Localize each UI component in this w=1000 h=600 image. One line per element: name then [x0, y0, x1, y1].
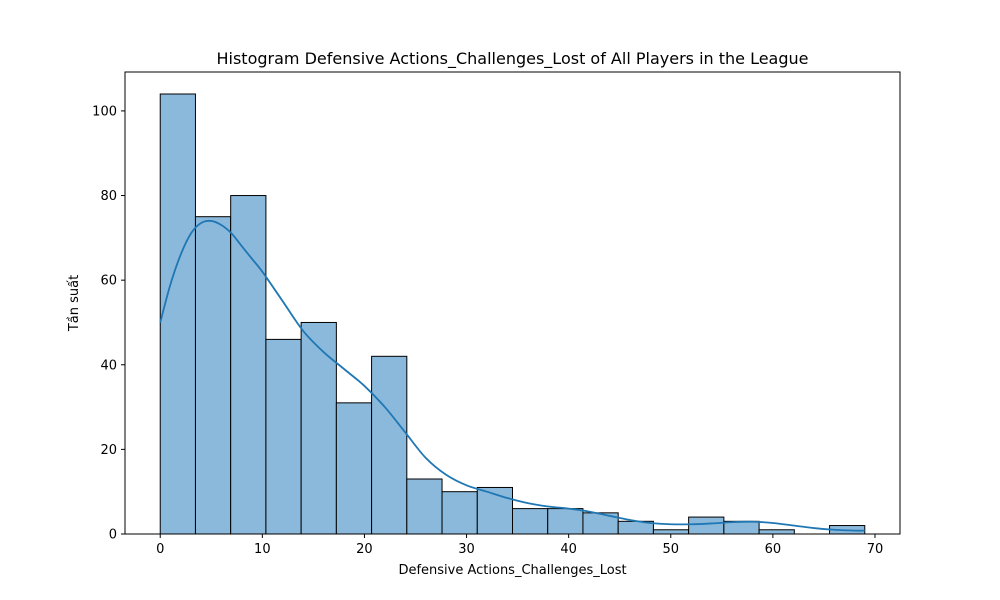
histogram-bar: [265, 338, 302, 535]
x-tick-label: 10: [254, 542, 271, 557]
histogram-bar: [406, 478, 443, 535]
chart-title: Histogram Defensive Actions_Challenges_L…: [216, 49, 808, 69]
histogram-bar: [300, 321, 337, 535]
x-tick-label: 0: [156, 542, 164, 557]
kde-curve: [159, 219, 865, 532]
y-tick-label: 40: [100, 358, 117, 373]
y-tick-label: 60: [100, 274, 117, 289]
histogram-bar: [371, 355, 408, 535]
y-tick-label: 20: [100, 443, 117, 458]
x-tick-label: 20: [356, 542, 373, 557]
histogram-bar: [723, 520, 760, 535]
histogram-bar: [688, 516, 725, 535]
histogram-bar: [547, 508, 584, 535]
axes-frame: [124, 71, 901, 535]
x-tick-label: 60: [765, 542, 782, 557]
y-tick-label: 0: [109, 528, 117, 543]
y-tick-label: 100: [92, 104, 117, 119]
histogram-bar: [230, 195, 267, 535]
histogram-bar: [476, 486, 514, 535]
x-tick-label: 50: [662, 542, 679, 557]
y-axis-label: Tần suất: [67, 275, 82, 332]
histogram-bars: [159, 93, 866, 535]
y-tick-label: 80: [100, 189, 117, 204]
x-tick-label: 70: [867, 542, 884, 557]
histogram-bar: [512, 508, 549, 535]
x-axis-label: Defensive Actions_Challenges_Lost: [398, 563, 626, 578]
histogram-bar: [758, 529, 795, 535]
x-tick-label: 40: [560, 542, 577, 557]
histogram-bar: [441, 491, 478, 535]
x-axis-ticks: 0 10 20 30 40 50 60 70: [156, 534, 883, 557]
histogram-bar: [194, 216, 232, 535]
x-tick-label: 30: [458, 542, 475, 557]
histogram-bar: [335, 402, 373, 535]
y-axis-ticks: 0 20 40 60 80 100: [92, 104, 125, 543]
histogram-bar: [159, 93, 196, 535]
histogram-bar: [652, 529, 690, 535]
